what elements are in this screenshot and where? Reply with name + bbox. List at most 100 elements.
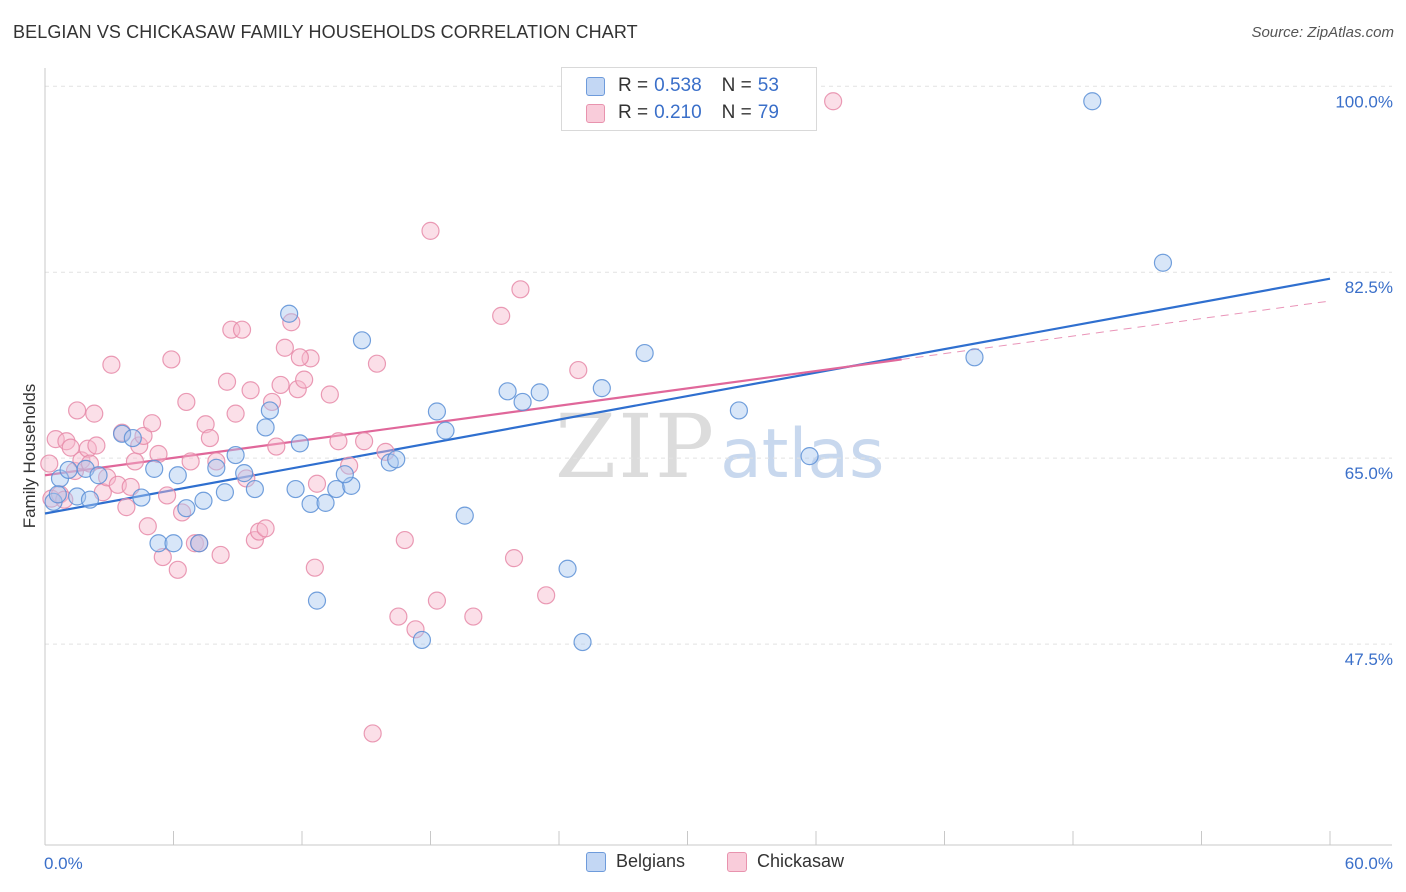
x-tick-label-end: 60.0% [1345,854,1393,873]
belgians-n-value: 53 [757,75,779,96]
chickasaw-point [68,401,87,420]
belgians-point [800,447,819,466]
chickasaw-point [138,517,157,536]
chart-source: Source: ZipAtlas.com [1251,24,1394,41]
chickasaw-point [427,591,447,610]
belgians-point [286,479,305,499]
belgians-point [327,479,346,499]
belgians-point [177,499,196,518]
stats-legend: R = 0.538 N = 53 R = 0.210 N = 79 [561,67,817,131]
chart-title: BELGIAN VS CHICKASAW FAMILY HOUSEHOLDS C… [13,22,638,42]
chickasaw-legend-swatch [727,851,747,872]
belgians-point [342,476,361,495]
belgians-point [573,632,592,652]
chickasaw-point [185,534,205,553]
belgians-point [729,401,749,420]
series-legend-chickasaw[interactable]: Chickasaw [727,851,844,872]
belgians-point [635,343,654,363]
belgians-point [412,630,432,650]
belgians-point [256,418,275,437]
belgians-point [207,458,226,477]
chickasaw-point [177,392,196,412]
chickasaw-point [200,428,220,448]
chickasaw-point [211,545,230,565]
chickasaw-point [320,385,339,404]
chickasaw-point [196,415,215,434]
chickasaw-point [464,607,483,626]
belgians-legend-swatch [586,851,606,872]
chickasaw-point [389,607,408,626]
chickasaw-n-label: N = [721,102,752,123]
belgians-point [215,483,234,502]
legend-row-belgians: R = 0.538 N = 53 [586,73,779,99]
belgians-point [59,460,78,480]
legend-row-chickasaw: R = 0.210 N = 79 [586,100,779,126]
chickasaw-point [367,354,387,373]
chickasaw-point [511,280,530,299]
chickasaw-r-label: R = [618,102,649,123]
trend-lines [44,277,1331,515]
chickasaw-point [355,432,374,451]
chickasaw-legend-label: Chickasaw [757,851,845,871]
chickasaw-point [217,372,237,391]
chickasaw-point [395,530,414,550]
belgians-point [164,534,183,553]
chickasaw-point [569,360,588,380]
belgians-point [235,464,254,483]
tick-labels: 47.5% 65.0% 82.5% 100.0% 0.0% 60.0% [44,92,1393,873]
belgians-point [352,331,372,350]
x-tick-label-start: 0.0% [44,854,83,873]
chickasaw-point [181,452,200,471]
belgians-point [1083,92,1102,111]
chickasaw-point [421,221,440,240]
belgians-point [455,506,474,525]
belgians-r-label: R = [618,75,649,96]
belgians-point [530,383,549,402]
chickasaw-r-value: 0.210 [654,102,702,123]
belgians-point [513,392,532,412]
chickasaw-point [271,375,290,395]
belgians-point [290,434,309,453]
chickasaw-point [363,724,382,743]
chickasaw-point [288,380,307,399]
belgians-point [149,534,168,553]
belgians-swatch [586,76,605,96]
chickasaw-point [226,404,245,423]
belgians-point [387,450,406,469]
chickasaw-point [232,320,252,339]
chickasaw-point [142,414,162,433]
watermark-zip: ZIP [555,395,717,498]
belgians-n-label: N = [721,75,752,96]
belgians-point [301,494,320,514]
chickasaw-point [290,348,309,367]
chickasaw-point [149,444,168,464]
chickasaw-point [340,456,359,475]
chickasaw-trend-line [44,358,902,477]
chickasaw-point [537,586,556,605]
y-tick-label: 100.0% [1335,92,1393,111]
chickasaw-point [245,530,264,550]
chickasaw-point [168,560,187,579]
chickasaw-point [376,442,395,461]
y-tick-label: 82.5% [1345,278,1393,297]
data-points [40,92,1173,743]
axes [44,68,1392,846]
belgians-point [80,490,100,509]
chickasaw-point [117,498,136,517]
belgians-legend-label: Belgians [616,851,686,871]
chickasaw-point [85,404,104,423]
chickasaw-point [504,549,524,568]
belgians-point [245,479,264,499]
belgians-point [965,348,984,367]
chickasaw-point [329,432,348,451]
belgians-point [335,465,354,484]
belgians-point [48,485,67,504]
chickasaw-point [275,338,294,357]
belgians-point [316,493,335,512]
chickasaw-point [824,92,843,111]
chickasaw-point [307,474,327,493]
series-legend-belgians[interactable]: Belgians [586,851,685,872]
belgians-point [190,534,209,553]
chickasaw-point [241,381,260,400]
